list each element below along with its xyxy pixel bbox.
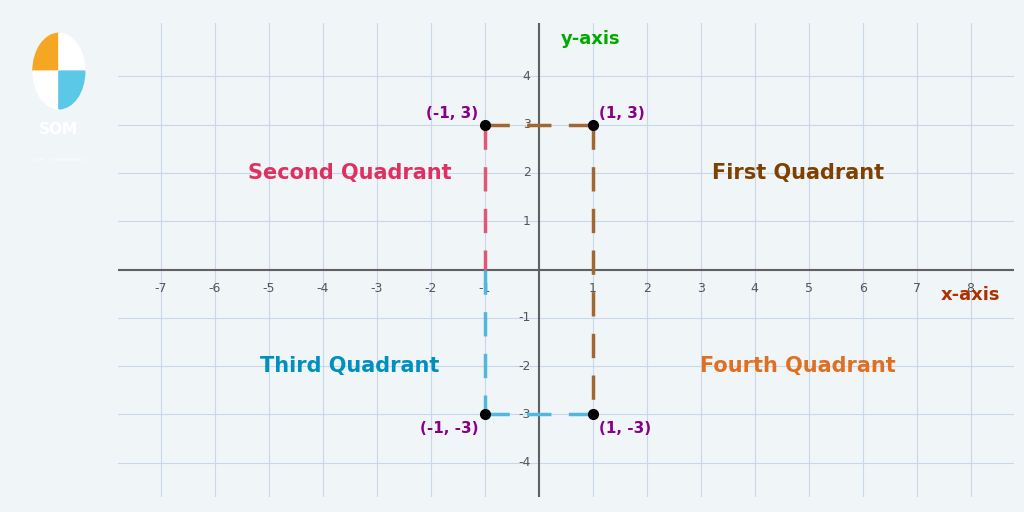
Text: (1, -3): (1, -3) [599, 420, 651, 436]
Text: Third Quadrant: Third Quadrant [260, 356, 439, 376]
Text: Fourth Quadrant: Fourth Quadrant [700, 356, 896, 376]
Text: -6: -6 [209, 282, 221, 294]
Text: (-1, 3): (-1, 3) [426, 106, 478, 121]
Wedge shape [33, 71, 59, 109]
Wedge shape [33, 33, 59, 71]
Text: 8: 8 [967, 282, 975, 294]
Text: -5: -5 [262, 282, 275, 294]
Text: STORY OF MATHEMATICS: STORY OF MATHEMATICS [32, 158, 86, 162]
Wedge shape [58, 71, 85, 109]
Text: 3: 3 [523, 118, 530, 131]
Text: -2: -2 [425, 282, 437, 294]
Text: -4: -4 [316, 282, 329, 294]
Text: Second Quadrant: Second Quadrant [248, 163, 452, 183]
Text: 2: 2 [643, 282, 650, 294]
Wedge shape [59, 33, 85, 71]
Text: -2: -2 [518, 359, 530, 373]
Text: 3: 3 [696, 282, 705, 294]
Text: 6: 6 [859, 282, 866, 294]
Text: 4: 4 [523, 70, 530, 83]
Text: (1, 3): (1, 3) [599, 106, 645, 121]
Text: -4: -4 [518, 456, 530, 470]
Text: -7: -7 [155, 282, 167, 294]
Text: -1: -1 [518, 311, 530, 324]
Text: -3: -3 [518, 408, 530, 421]
Text: 5: 5 [805, 282, 813, 294]
Text: SOM: SOM [39, 122, 79, 137]
Text: 4: 4 [751, 282, 759, 294]
Text: 1: 1 [589, 282, 597, 294]
Text: First Quadrant: First Quadrant [712, 163, 884, 183]
Text: -3: -3 [371, 282, 383, 294]
Text: 7: 7 [912, 282, 921, 294]
Text: x-axis: x-axis [941, 286, 1000, 304]
Text: 2: 2 [523, 166, 530, 179]
Text: 1: 1 [523, 215, 530, 228]
Text: (-1, -3): (-1, -3) [420, 420, 478, 436]
Text: -1: -1 [478, 282, 490, 294]
Text: y-axis: y-axis [560, 30, 620, 48]
